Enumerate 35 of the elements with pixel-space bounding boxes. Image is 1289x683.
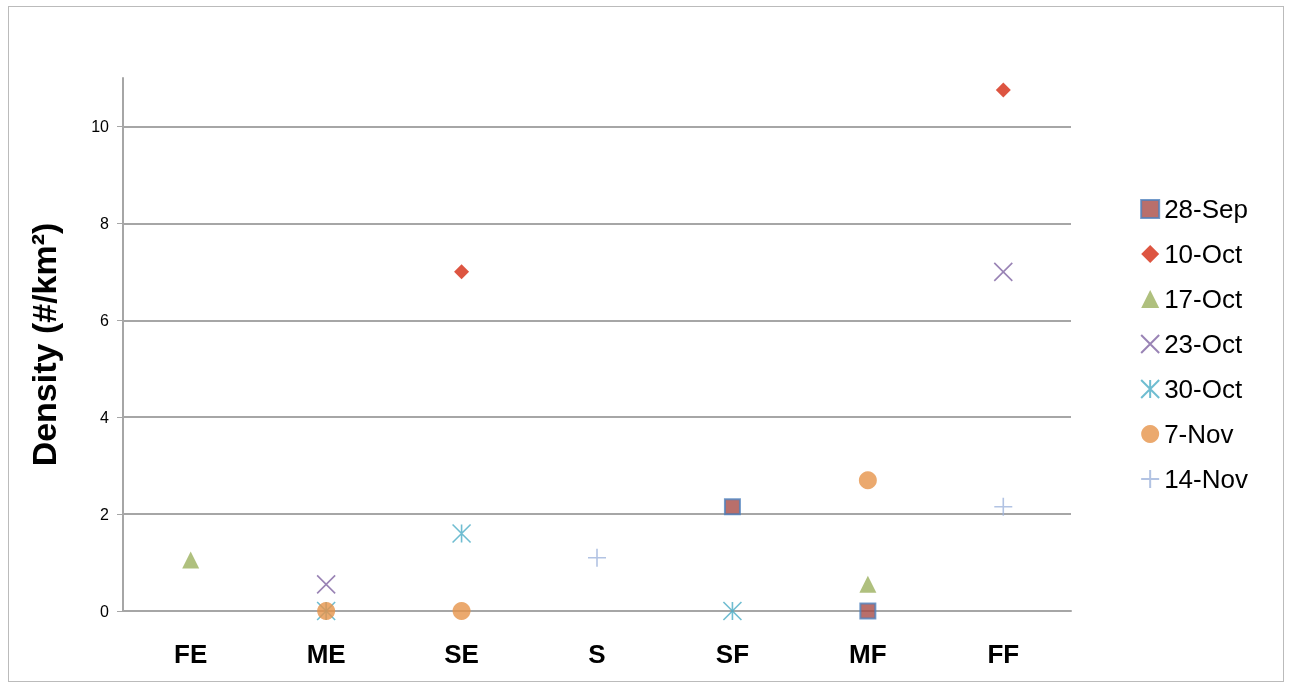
legend-label: 14-Nov — [1164, 464, 1248, 494]
point — [722, 601, 743, 621]
point — [454, 264, 470, 280]
point — [859, 575, 877, 593]
x-tick-label: SE — [444, 639, 479, 669]
y-tick-label: 8 — [100, 214, 110, 232]
legend-label: 23-Oct — [1164, 329, 1243, 359]
y-tick-label: 10 — [91, 117, 110, 135]
legend-label: 30-Oct — [1164, 374, 1243, 404]
y-axis-title: Density (#/km²) — [25, 222, 63, 467]
legend-label: 7-Nov — [1164, 419, 1234, 449]
point — [858, 471, 877, 490]
point — [993, 262, 1014, 282]
point — [859, 602, 877, 620]
y-tick-label: 0 — [100, 602, 110, 620]
y-tick-label: 4 — [100, 408, 110, 426]
x-tick-label: ME — [306, 639, 346, 669]
x-tick-label: SF — [715, 639, 750, 669]
point — [723, 498, 741, 516]
point — [451, 523, 472, 544]
legend-label: 28-Sep — [1164, 194, 1248, 224]
x-tick-label: S — [588, 639, 606, 669]
x-tick-label: FE — [174, 639, 208, 669]
point — [587, 547, 607, 568]
x-tick-label: MF — [849, 639, 887, 669]
y-tick-label: 6 — [100, 311, 110, 329]
y-tick-label: 2 — [100, 505, 110, 523]
x-tick-label: FF — [987, 639, 1020, 669]
point — [182, 551, 200, 569]
legend-label: 17-Oct — [1164, 284, 1243, 314]
point — [993, 497, 1014, 517]
point — [452, 602, 471, 620]
point — [316, 574, 336, 595]
legend-label: 10-Oct — [1164, 239, 1243, 269]
point — [995, 82, 1011, 98]
